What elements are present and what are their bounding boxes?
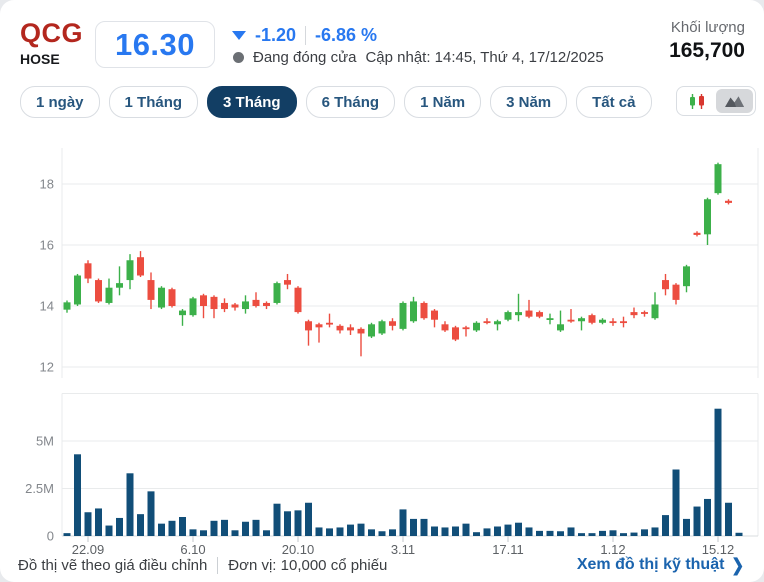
price-change-row: -1.20 -6.86 % — [232, 25, 377, 46]
tab-1-ngay[interactable]: 1 ngày — [20, 86, 100, 118]
price-box: 16.30 — [95, 21, 215, 68]
exchange-label: HOSE — [20, 51, 60, 67]
tab-3-thang[interactable]: 3 Tháng — [207, 86, 297, 118]
tab-1-nam[interactable]: 1 Năm — [404, 86, 482, 118]
price-change-percent: -6.86 % — [315, 25, 378, 45]
volume-series — [63, 408, 743, 536]
market-status-row: Đang đóng cửa Cập nhật: 14:45, Thứ 4, 17… — [233, 49, 604, 66]
candlestick-chart-icon — [690, 93, 704, 109]
chart-area[interactable]: 18 16 14 12 5M 2.5M 0 22.09 6.10 20.10 3.11 17.11 1.… — [0, 140, 764, 582]
tab-tat-ca[interactable]: Tất cả — [576, 86, 652, 118]
tab-3-nam[interactable]: 3 Năm — [490, 86, 568, 118]
divider — [305, 26, 307, 45]
price-change: -1.20 — [255, 25, 297, 45]
svg-text:20.10: 20.10 — [282, 542, 315, 557]
svg-text:5M: 5M — [36, 434, 54, 449]
adjusted-price-note: Đồ thị vẽ theo giá điều chỉnh — [18, 557, 208, 574]
candlestick-series — [63, 162, 732, 357]
svg-text:18: 18 — [40, 177, 54, 192]
unit-note: Đơn vị: 10,000 cổ phiếu — [228, 557, 388, 574]
chevron-right-icon: ❯ — [731, 555, 744, 576]
technical-chart-link[interactable]: Xem đồ thị kỹ thuật ❯ — [576, 555, 744, 576]
volume-label: Khối lượng — [670, 19, 745, 36]
last-updated-text: Cập nhật: 14:45, Thứ 4, 17/12/2025 — [365, 49, 604, 66]
svg-text:15.12: 15.12 — [702, 542, 735, 557]
area-view-button[interactable] — [716, 89, 753, 113]
stock-chart[interactable]: 18 16 14 12 5M 2.5M 0 22.09 6.10 20.10 3.11 17.11 1.… — [0, 140, 764, 582]
svg-text:12: 12 — [40, 360, 54, 375]
svg-text:16: 16 — [40, 238, 54, 253]
technical-chart-link-label: Xem đồ thị kỹ thuật — [576, 556, 725, 573]
svg-text:2.5M: 2.5M — [25, 481, 54, 496]
market-status-dot-icon — [233, 52, 244, 63]
divider — [217, 557, 219, 574]
ticker-symbol: QCG — [20, 18, 84, 48]
svg-text:0: 0 — [47, 529, 54, 544]
chart-footnote: Đồ thị vẽ theo giá điều chỉnh Đơn vị: 10… — [18, 557, 387, 574]
arrow-down-icon — [232, 31, 246, 40]
timeframe-tabs: 1 ngày 1 Tháng 3 Tháng 6 Tháng 1 Năm 3 N… — [20, 86, 652, 118]
svg-text:1.12: 1.12 — [600, 542, 625, 557]
tab-6-thang[interactable]: 6 Tháng — [305, 86, 396, 118]
svg-text:6.10: 6.10 — [180, 542, 205, 557]
volume-value: 165,700 — [669, 39, 745, 62]
current-price: 16.30 — [114, 26, 196, 62]
chart-gridlines — [61, 148, 759, 537]
svg-text:3.11: 3.11 — [391, 542, 415, 557]
axis-labels: 18 16 14 12 5M 2.5M 0 22.09 6.10 20.10 3.11 17.11 1.… — [25, 177, 734, 558]
candlestick-view-button[interactable] — [679, 89, 716, 113]
market-status-text: Đang đóng cửa — [253, 49, 357, 66]
area-chart-icon — [725, 96, 744, 107]
svg-text:22.09: 22.09 — [72, 542, 105, 557]
svg-text:17.11: 17.11 — [492, 542, 524, 557]
chart-type-toggle — [676, 86, 756, 116]
tab-1-thang[interactable]: 1 Tháng — [108, 86, 199, 118]
svg-text:14: 14 — [40, 299, 54, 314]
